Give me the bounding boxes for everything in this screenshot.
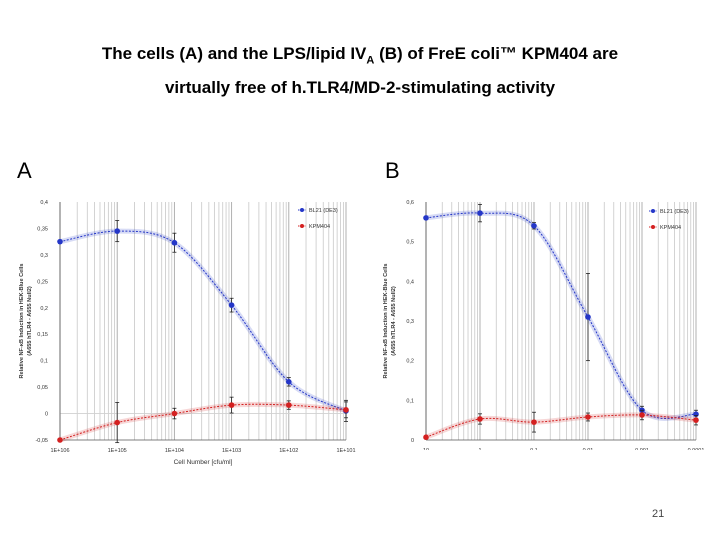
data-point (693, 417, 699, 423)
series-halo (425, 412, 697, 440)
title-line-1-part-a: The cells (A) and the LPS/lipid IV (101, 44, 367, 63)
legend-marker (300, 208, 304, 212)
series-halo (59, 401, 347, 443)
legend-marker (651, 209, 655, 213)
y-tick-label: 0,2 (406, 359, 414, 365)
y-tick-label: 0 (45, 412, 48, 418)
x-tick-label: 1E+101 (336, 448, 355, 454)
data-point (171, 239, 178, 246)
data-point (228, 402, 235, 408)
data-point (423, 434, 429, 441)
series-halo (59, 228, 348, 414)
y-axis-label-line-2: (A655 hTLR4 - A655 Null2) (391, 286, 397, 356)
legend-label: KPM404 (309, 224, 330, 230)
title-line-1: The cells (A) and the LPS/lipid IVA (B) … (20, 40, 700, 74)
data-point (343, 407, 349, 413)
y-tick-label: 0,35 (37, 226, 48, 232)
x-tick-label: 1E+105 (108, 448, 127, 454)
x-tick-label: 1 (478, 448, 481, 450)
x-tick-label: 1E+102 (279, 448, 298, 454)
title-line-1-part-b: (B) of FreE coli™ KPM404 are (374, 44, 619, 63)
x-tick-label: 10 (423, 448, 429, 450)
y-axis-label-line-1: Relative NF-κB Induction in HEK-Blue Cel… (19, 263, 25, 378)
y-tick-label: 0,15 (37, 332, 48, 338)
y-tick-label: 0,3 (40, 253, 48, 259)
x-tick-label: 0.1 (530, 448, 538, 450)
x-tick-label: 0.0001 (688, 448, 705, 450)
y-tick-label: 0,4 (40, 200, 48, 206)
x-tick-label: 0.01 (583, 448, 594, 450)
series-kpm404 (423, 409, 699, 441)
legend-label: BL21 (DE3) (309, 208, 338, 214)
page-number: 21 (652, 508, 665, 520)
legend-label: BL21 (DE3) (660, 209, 689, 215)
y-tick-label: 0,2 (40, 306, 48, 312)
chart-a: -0,05 0 0,05 0,1 0,15 0,2 0,25 0,3 0,35 0,4 1E+106… (19, 200, 356, 466)
title-line-2: virtually free of h.TLR4/MD-2-stimulatin… (164, 78, 556, 98)
data-point (57, 238, 63, 245)
series-line (425, 212, 697, 419)
data-point (114, 228, 120, 234)
y-tick-label: 0,6 (406, 200, 414, 206)
y-axis-label-line-2: (A655 hTLR4 - A655 Null2) (27, 286, 33, 356)
data-point (531, 419, 537, 425)
y-tick-label: 0,1 (40, 359, 48, 365)
data-point (477, 416, 483, 422)
y-axis-label-line-1: Relative NF-κB Induction in HEK-Blue Cel… (383, 263, 389, 378)
data-point (423, 215, 429, 221)
data-point (639, 412, 645, 418)
x-tick-label: 0.001 (635, 448, 649, 450)
y-tick-label: 0,25 (37, 279, 48, 285)
series-halo (425, 210, 697, 421)
grid (425, 202, 697, 440)
data-point (585, 414, 591, 420)
x-tick-label: 1E+103 (222, 448, 241, 454)
grid (59, 202, 347, 440)
legend-marker (300, 224, 304, 228)
chart-b: 0 0,1 0,2 0,3 0,4 0,5 0,6 10 1 0.1 0.01 0.001 0.0001… (383, 200, 705, 450)
y-tick-label: -0,05 (35, 438, 48, 444)
y-tick-label: 0 (411, 438, 414, 444)
x-tick-label: 1E+104 (165, 448, 184, 454)
series-bl21 (423, 203, 699, 421)
data-point (228, 302, 235, 308)
legend-label: KPM404 (660, 225, 681, 231)
data-point (286, 402, 292, 408)
y-tick-label: 0,05 (37, 385, 48, 391)
y-tick-label: 0,3 (406, 319, 414, 325)
data-point (585, 314, 591, 320)
title-subscript: A (366, 54, 375, 67)
series-bl21 (57, 220, 349, 422)
slide-title: The cells (A) and the LPS/lipid IVA (B) … (20, 40, 700, 102)
y-tick-label: 0,4 (406, 279, 414, 285)
series-line (425, 414, 697, 438)
y-tick-label: 0,1 (406, 398, 414, 404)
panel-label-a: A (17, 158, 32, 183)
legend: BL21 (DE3) KPM404 (649, 209, 689, 231)
data-point (57, 437, 63, 443)
legend: BL21 (DE3) KPM404 (298, 208, 338, 230)
data-point (477, 210, 483, 216)
data-point (531, 223, 537, 229)
data-point (171, 410, 178, 417)
data-point (286, 379, 292, 385)
series-line (59, 403, 347, 441)
x-axis-label: Cell Number [cfu/ml] (174, 459, 233, 466)
x-tick-label: 1E+106 (50, 448, 69, 454)
data-point (114, 419, 120, 426)
legend-marker (651, 225, 655, 229)
panel-label-b: B (385, 158, 400, 183)
series-line (59, 230, 347, 412)
series-kpm404 (57, 396, 349, 444)
y-tick-label: 0,5 (406, 240, 414, 246)
